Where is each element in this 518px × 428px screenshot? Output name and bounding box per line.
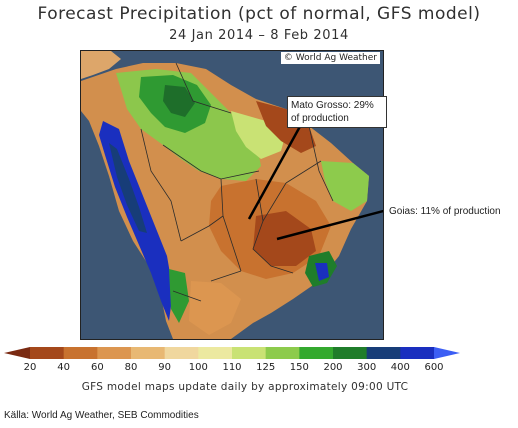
- color-scale-tick-label: 100: [188, 362, 208, 373]
- precipitation-map: © World Ag Weather: [80, 50, 384, 340]
- color-scale-tick-label: 125: [256, 362, 276, 373]
- color-scale-cell: [198, 347, 233, 359]
- mato-grosso-leader-line: [247, 120, 305, 220]
- color-scale-tick-label: 60: [90, 362, 104, 373]
- update-note: GFS model maps update daily by approxima…: [81, 381, 409, 393]
- color-scale-cells: [4, 347, 460, 359]
- color-scale-arrow-high: [434, 347, 460, 359]
- east-coast-wet: [321, 161, 369, 211]
- north-coast-wet: [231, 111, 286, 159]
- goias-leader-line: [276, 209, 383, 241]
- northeast-dry: [256, 101, 316, 153]
- color-scale-cell: [333, 347, 368, 359]
- callout-leader-lines: [247, 120, 383, 241]
- amazon-basin-core: [163, 85, 195, 117]
- color-scale-cell: [299, 347, 334, 359]
- color-scale-bar: [4, 347, 460, 359]
- color-scale-cell: [63, 347, 98, 359]
- color-scale-cell: [366, 347, 401, 359]
- south-brazil-very-dry: [253, 211, 316, 266]
- land-central-america: [81, 51, 121, 79]
- color-scale-tick-label: 400: [390, 362, 410, 373]
- map-credit: © World Ag Weather: [280, 52, 380, 64]
- color-scale-tick-label: 80: [124, 362, 138, 373]
- color-scale-cell: [131, 347, 166, 359]
- color-scale-cell: [164, 347, 199, 359]
- color-scale-tick-label: 300: [357, 362, 377, 373]
- color-scale-arrow-low: [4, 347, 30, 359]
- color-scale-tick-label: 110: [222, 362, 242, 373]
- goias-callout: Goias: 11% of production: [387, 204, 503, 219]
- color-scale-tick-label: 200: [323, 362, 343, 373]
- color-scale-tick-label: 40: [57, 362, 71, 373]
- color-scale-cell: [30, 347, 65, 359]
- color-scale-tick-label: 150: [289, 362, 309, 373]
- source-note: Källa: World Ag Weather, SEB Commodities: [4, 410, 199, 421]
- southeast-very-wet: [315, 263, 329, 281]
- mato-grosso-callout: Mato Grosso: 29% of production: [287, 96, 387, 128]
- color-scale-tick-label: 600: [424, 362, 444, 373]
- map-canvas: [81, 51, 383, 339]
- state-borders: [140, 62, 334, 302]
- color-scale-cell: [232, 347, 267, 359]
- color-scale-tick-label: 20: [23, 362, 37, 373]
- color-scale-tick-label: 90: [158, 362, 172, 373]
- color-scale-cell: [97, 347, 132, 359]
- pampas-dry: [189, 281, 241, 335]
- color-scale-cell: [400, 347, 435, 359]
- map-title: Forecast Precipitation (pct of normal, G…: [37, 4, 481, 24]
- color-scale-cell: [265, 347, 300, 359]
- map-date-range: 24 Jan 2014 – 8 Feb 2014: [169, 28, 349, 43]
- andes-extreme-wet: [109, 143, 147, 233]
- patagonia-wet: [169, 269, 189, 323]
